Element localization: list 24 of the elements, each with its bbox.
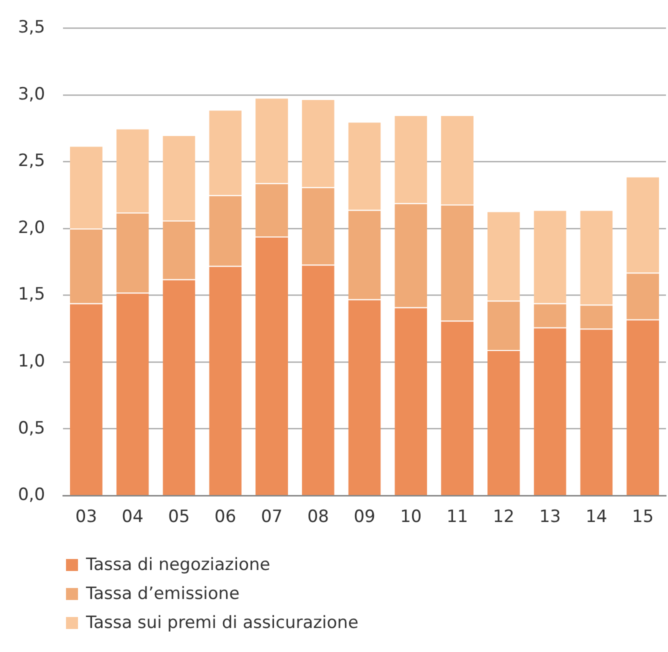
x-tick-label: 05 — [168, 507, 190, 528]
x-tick-label: 06 — [214, 507, 236, 528]
y-tick-label: 1,0 — [18, 351, 46, 372]
x-tick-label: 14 — [586, 507, 608, 528]
x-tick-label: 11 — [446, 507, 468, 528]
x-tick-label: 07 — [260, 507, 283, 528]
legend-label: Tassa di negoziazione — [86, 554, 270, 574]
y-tick-label: 3,0 — [18, 84, 46, 104]
legend-label: Tassa d’emissione — [86, 584, 240, 604]
x-tick-label: 04 — [122, 507, 144, 528]
x-tick-label: 15 — [632, 507, 654, 528]
y-tick-label: 1,5 — [18, 284, 46, 305]
y-tick-label: 2,0 — [18, 218, 46, 238]
x-tick-label: 13 — [539, 507, 561, 528]
x-tick-label: 03 — [75, 507, 98, 528]
x-tick-label: 09 — [354, 507, 376, 528]
x-tick-label: 08 — [307, 507, 329, 528]
y-tick-label: 0,5 — [18, 418, 46, 438]
y-tick-label: 2,5 — [18, 151, 46, 172]
y-tick-label: 3,5 — [18, 18, 46, 38]
x-tick-label: 10 — [400, 507, 422, 528]
y-tick-label: 0,0 — [18, 485, 46, 506]
legend-label: Tassa sui premi di assicurazione — [86, 612, 358, 632]
x-tick-label: 12 — [492, 507, 514, 528]
